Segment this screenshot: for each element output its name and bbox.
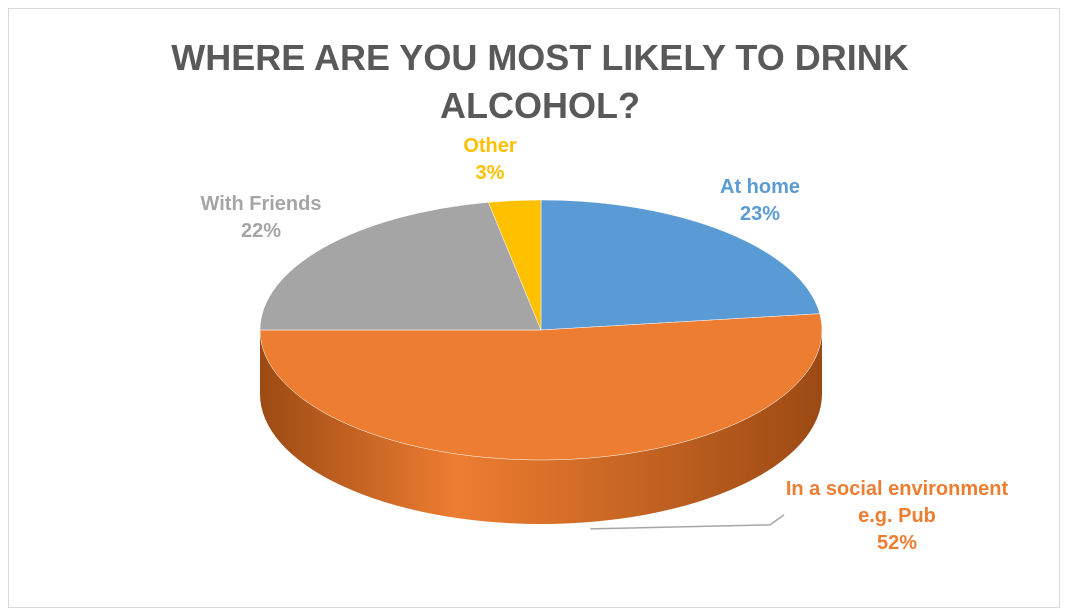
pie-slice-other xyxy=(487,199,542,331)
slice-label: At home xyxy=(720,176,800,198)
data-label-other: Other 3% xyxy=(440,133,540,187)
slice-percent: 3% xyxy=(475,162,505,184)
slice-percent: 52% xyxy=(876,532,918,554)
slice-percent: 23% xyxy=(739,203,781,225)
leader-line xyxy=(590,514,785,530)
slice-label: With Friends xyxy=(200,193,322,215)
slice-percent: 22% xyxy=(240,220,282,242)
pie-slice-side-in-a-social-environment-e-g-pub xyxy=(260,330,822,524)
data-label-at-home: At home 23% xyxy=(690,174,830,228)
pie-slice-with-friends xyxy=(259,202,542,331)
data-label-social-environment: In a social environment e.g. Pub 52% xyxy=(782,476,1012,557)
chart-title: WHERE ARE YOU MOST LIKELY TO DRINK ALCOH… xyxy=(171,37,909,126)
pie-slice-at-home xyxy=(540,199,821,331)
pie-slice-in-a-social-environment-e-g-pub xyxy=(259,313,823,461)
slice-label: Other xyxy=(463,135,517,157)
slice-label: In a social environment e.g. Pub xyxy=(785,478,1009,527)
data-label-with-friends: With Friends 22% xyxy=(176,191,346,245)
